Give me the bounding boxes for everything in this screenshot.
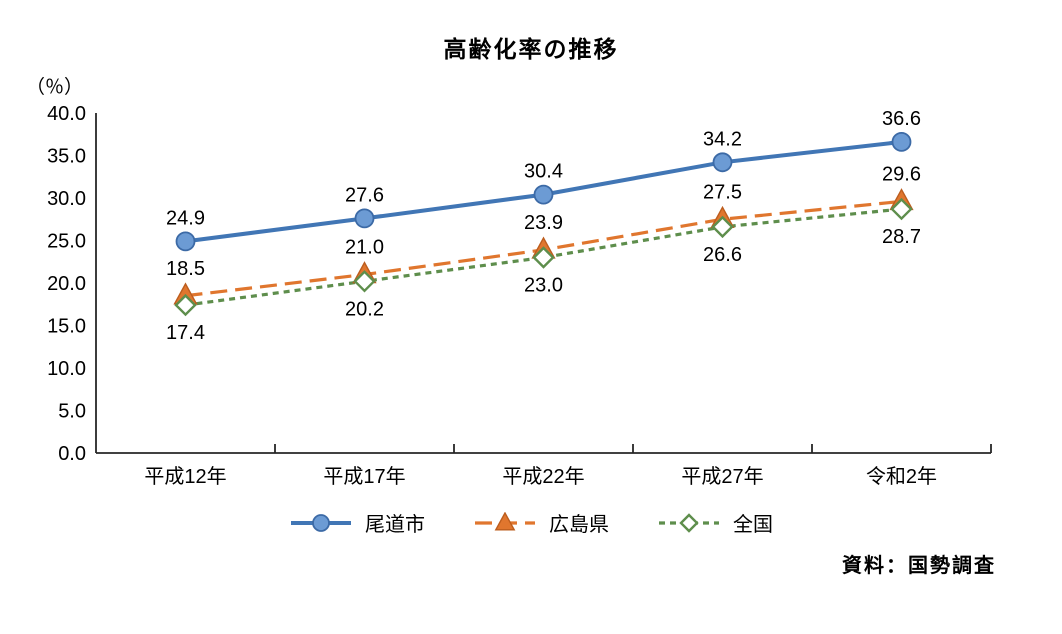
x-tick-label: 平成27年 [681,465,763,488]
y-tick-label: 20.0 [47,273,86,295]
x-tick-label: 平成12年 [144,465,226,488]
y-axis-unit-label: （％） [26,77,84,98]
x-tick-label: 令和2年 [866,465,937,488]
data-label-hiroshima-pref: 27.5 [703,181,742,203]
data-label-national: 20.2 [345,298,384,320]
source-note: 資料：国勢調査 [842,555,996,577]
line-chart-plot: 0.0 5.0 10.0 15.0 20.0 25.0 30.0 35.0 40.0 平成12年 平… [47,103,992,488]
data-point-marker-national [353,270,376,293]
y-tick-label: 10.0 [47,358,86,380]
x-tick-label: 平成17年 [323,465,405,488]
x-tick-label: 平成22年 [502,465,584,488]
legend-item-hiroshima-pref: 広島県 [473,508,609,537]
data-label-national: 23.0 [524,275,563,297]
legend-label-onomichi-city: 尾道市 [365,514,425,536]
data-label-hiroshima-pref: 29.6 [882,163,921,185]
y-tick-label: 35.0 [47,146,86,168]
legend-label-national: 全国 [733,514,773,536]
data-label-onomichi-city: 36.6 [882,108,921,130]
data-point-marker-national [532,246,555,269]
y-tick-label: 30.0 [47,188,86,210]
legend-item-national: 全国 [657,508,773,537]
legend-circle-icon [291,513,351,532]
legend-label-hiroshima-pref: 広島県 [549,514,609,536]
data-point-marker-legend-onomichi-city [312,513,330,532]
chart-title: 高齢化率の推移 [443,36,619,62]
data-label-national: 26.6 [703,244,742,266]
legend-item-onomichi-city: 尾道市 [289,508,425,537]
chart-legend: 尾道市 広島県 全国 [0,508,1062,537]
data-point-marker-onomichi-city [354,208,375,229]
data-label-onomichi-city: 27.6 [345,184,384,206]
data-point-marker-national [174,293,197,317]
data-point-marker-onomichi-city [712,152,733,173]
data-label-national: 28.7 [882,226,921,248]
data-point-marker-national [890,197,913,221]
data-label-onomichi-city: 24.9 [166,207,205,229]
data-label-onomichi-city: 34.2 [703,128,742,150]
y-tick-label: 5.0 [58,401,86,423]
data-point-marker-national [711,215,734,239]
y-tick-label: 0.0 [58,443,86,465]
data-point-marker-onomichi-city [175,231,196,252]
data-label-national: 17.4 [166,322,205,344]
y-tick-label: 40.0 [47,103,86,125]
legend-diamond-open-icon [659,512,719,533]
data-label-hiroshima-pref: 21.0 [345,237,384,259]
data-label-hiroshima-pref: 23.9 [524,212,563,234]
data-point-marker-onomichi-city [533,184,554,205]
y-tick-label: 15.0 [47,316,86,338]
data-point-marker-legend-hiroshima-pref [494,511,516,530]
data-label-hiroshima-pref: 18.5 [166,258,205,280]
y-tick-label: 25.0 [47,231,86,253]
data-point-marker-legend-national [679,512,699,533]
legend-triangle-icon [475,511,535,530]
data-label-onomichi-city: 30.4 [524,161,563,183]
data-point-marker-onomichi-city [891,131,912,152]
